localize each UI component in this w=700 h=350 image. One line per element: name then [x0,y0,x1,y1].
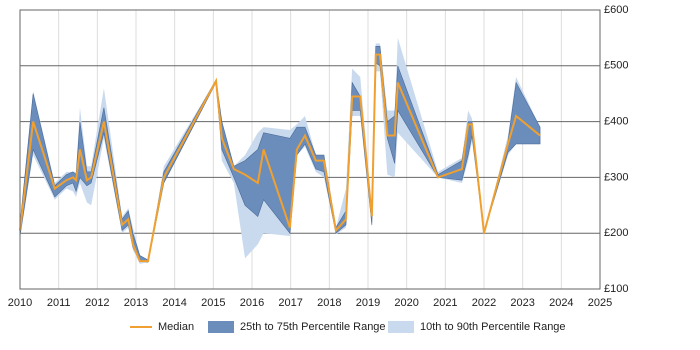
x-tick-label: 2021 [433,297,457,309]
x-tick-label: 2013 [124,297,148,309]
legend-label: 10th to 90th Percentile Range [420,321,566,333]
x-tick-label: 2016 [240,297,264,309]
y-tick-label: £600 [604,4,628,16]
legend-swatch [208,321,234,333]
x-tick-label: 2024 [549,297,573,309]
plot-border [19,9,601,290]
median-line [19,53,541,263]
percentile-band [19,45,541,263]
x-tick-label: 2019 [356,297,380,309]
y-tick-label: £100 [604,283,628,295]
x-tick-label: 2017 [278,297,302,309]
x-tick-label: 2011 [47,297,71,309]
y-tick-label: £400 [604,116,628,128]
x-tick-label: 2012 [85,297,109,309]
y-tick-label: £300 [604,171,628,183]
x-tick-label: 2020 [394,297,418,309]
legend-label: Median [158,321,194,333]
y-tick-label: £500 [604,60,628,72]
x-tick-label: 2025 [588,297,612,309]
x-tick-label: 2018 [317,297,341,309]
x-tick-label: 2014 [162,297,186,309]
legend-label: 25th to 75th Percentile Range [240,321,386,333]
legend-swatch [388,321,414,333]
x-tick-label: 2023 [510,297,534,309]
y-tick-label: £200 [604,227,628,239]
x-tick-label: 2010 [8,297,32,309]
x-tick-label: 2022 [472,297,496,309]
x-tick-label: 2015 [201,297,225,309]
